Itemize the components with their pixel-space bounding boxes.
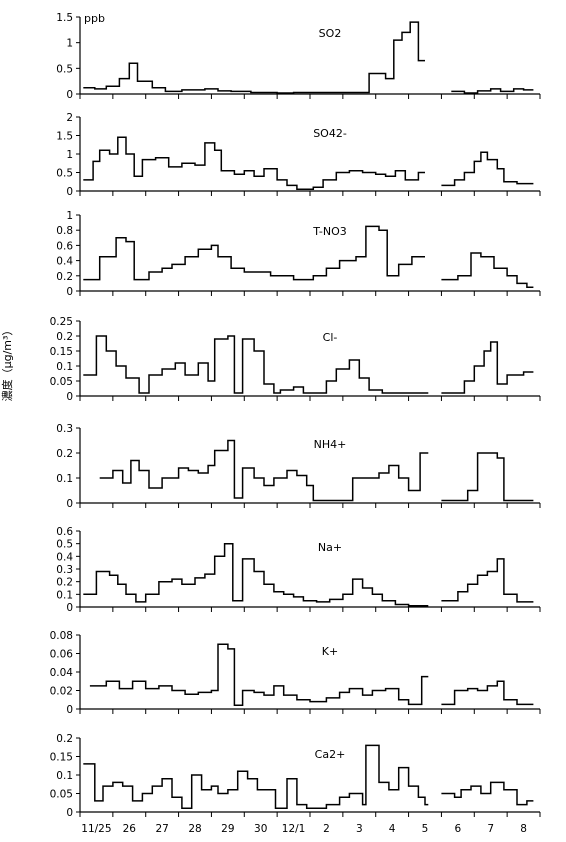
- y-tick-label: 0.15: [50, 752, 73, 764]
- y-tick-label: 0: [66, 602, 73, 614]
- series-line-segment: [89, 643, 429, 707]
- x-tick-label: 28: [188, 823, 201, 835]
- x-tick-label: 11/25: [81, 823, 111, 835]
- y-axis-label: 濃度（μg/m³）: [0, 325, 14, 402]
- series-line-segment: [83, 21, 425, 94]
- y-tick-label: 0.2: [56, 448, 73, 460]
- x-tick-label: 12/1: [282, 823, 306, 835]
- y-tick-label: 0: [66, 391, 73, 403]
- y-tick-label: 0.1: [56, 361, 73, 373]
- panel-Cl-: 0.25 0.2 0.15 0.1 0.05 0 Cl-: [50, 316, 541, 403]
- series-line-segment: [441, 558, 534, 603]
- series-line-segment: [83, 136, 425, 190]
- y-tick-label: 0.8: [56, 225, 73, 237]
- x-tick-label: 8: [520, 823, 527, 835]
- y-tick-label: 0.06: [50, 649, 74, 661]
- x-tick-label: 29: [221, 823, 234, 835]
- y-tick-label: 0.2: [56, 331, 73, 343]
- series-line-segment: [83, 225, 425, 281]
- series-line-segment: [83, 542, 429, 607]
- x-tick-label: 6: [455, 823, 462, 835]
- series-line-segment: [99, 439, 429, 502]
- x-tick-label: 2: [323, 823, 330, 835]
- panel-SO42-: 2 1.5 1 0.5 0 SO42-: [56, 112, 541, 198]
- y-tick-label: 0.3: [56, 423, 73, 435]
- panel-SO2: 1.5 1 0.5 0 ppb SO2: [56, 12, 541, 101]
- y-tick-label: 0: [66, 498, 73, 510]
- y-tick-label: 0.6: [56, 526, 73, 538]
- y-tick-label: 0.05: [50, 376, 73, 388]
- series-line-segment: [451, 88, 534, 94]
- panel-T-NO3: 1 0.8 0.6 0.4 0.2 0 T-NO3: [56, 210, 541, 298]
- y-tick-label: 1: [66, 149, 73, 161]
- y-tick-label: 0.5: [56, 63, 73, 75]
- y-tick-label: 0.25: [50, 316, 73, 328]
- y-tick-label: 0: [66, 286, 73, 298]
- y-tick-label: 0.5: [56, 168, 73, 180]
- x-tick-label: 3: [356, 823, 363, 835]
- y-tick-label: 0.6: [56, 240, 73, 252]
- panel-title: Na+: [318, 541, 342, 554]
- panel-title: SO2: [319, 27, 342, 40]
- y-tick-label: 0.02: [50, 686, 73, 698]
- y-tick-label: 1: [66, 210, 73, 222]
- y-tick-label: 0.2: [56, 271, 73, 283]
- y-tick-label: 0.4: [56, 256, 73, 268]
- y-tick-label: 0.05: [50, 789, 73, 801]
- y-tick-label: 0.1: [56, 589, 73, 601]
- y-tick-label: 0.15: [50, 346, 73, 358]
- series-line-segment: [441, 341, 534, 394]
- x-tick-label: 5: [422, 823, 429, 835]
- y-tick-label: 0.04: [50, 667, 74, 679]
- y-tick-label: 2: [66, 112, 73, 124]
- panel-title: NH4+: [314, 438, 347, 451]
- panel-title: Ca2+: [315, 748, 346, 761]
- panel-NH4+: 0.3 0.2 0.1 0 NH4+: [56, 423, 541, 510]
- y-tick-label: 0.1: [56, 770, 73, 782]
- series-line-segment: [441, 151, 534, 187]
- series-line-segment: [83, 335, 429, 394]
- y-tick-label: 0.5: [56, 539, 73, 551]
- x-tick-label: 4: [389, 823, 396, 835]
- x-tick-label: 7: [487, 823, 494, 835]
- y-tick-label: 0.2: [56, 577, 73, 589]
- y-tick-label: 0.3: [56, 564, 73, 576]
- y-tick-label: 0.2: [56, 733, 73, 745]
- x-tick-label: 26: [123, 823, 137, 835]
- panel-title: Cl-: [323, 331, 338, 344]
- series-line-segment: [441, 252, 534, 288]
- series-line-segment: [441, 680, 534, 706]
- y-tick-label: 0: [66, 89, 73, 101]
- y-tick-label: 0.4: [56, 551, 73, 563]
- y-tick-label: 1: [66, 38, 73, 50]
- y-tick-label: 0.08: [50, 630, 73, 642]
- panel-Na+: 0.60.50.40.30.20.10 Na+: [56, 526, 541, 614]
- y-tick-label: 0: [66, 186, 73, 198]
- panel-Ca2+: 0.2 0.15 0.1 0.05 0 Ca2+: [50, 733, 541, 819]
- y-tick-label: 0: [66, 807, 73, 819]
- x-tick-label: 30: [254, 823, 267, 835]
- y-tick-label: 1.5: [56, 12, 73, 24]
- series-line-segment: [83, 744, 429, 810]
- x-tick-label: 27: [155, 823, 168, 835]
- panel-title: K+: [322, 645, 338, 658]
- unit-label: ppb: [84, 12, 105, 25]
- y-tick-label: 0.1: [56, 473, 73, 485]
- panel-K+: 0.08 0.06 0.04 0.02 0 K+: [50, 630, 541, 716]
- y-tick-label: 0: [66, 704, 73, 716]
- y-tick-label: 1.5: [56, 131, 73, 143]
- series-line-segment: [441, 452, 534, 502]
- panel-title: SO42-: [313, 127, 347, 140]
- panel-title: T-NO3: [312, 225, 347, 238]
- series-line-segment: [441, 781, 534, 806]
